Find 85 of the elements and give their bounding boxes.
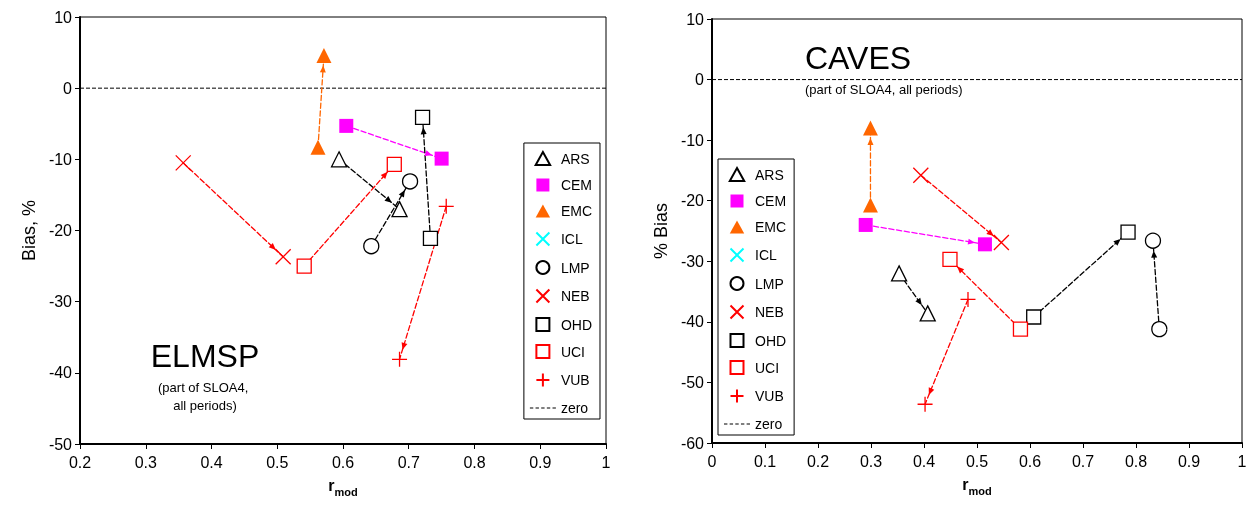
legend-label: LMP	[755, 275, 784, 292]
legend-label: zero	[560, 400, 589, 416]
point	[858, 217, 873, 232]
point	[959, 291, 977, 308]
x-tick-label: 0.3	[134, 453, 157, 471]
x-tick-label: 0.2	[806, 452, 830, 470]
y-tick-label: 10	[54, 8, 73, 26]
legend-label: ARS	[755, 166, 784, 183]
text: ELMSP	[150, 338, 260, 374]
point	[414, 109, 431, 125]
point	[1144, 232, 1162, 249]
legend-label: OHD	[560, 316, 593, 333]
point	[296, 258, 312, 274]
point	[912, 167, 929, 184]
point	[175, 154, 192, 172]
point	[942, 251, 958, 268]
y-tick-label: -30	[680, 252, 705, 270]
y-tick-label: -20	[48, 222, 73, 239]
legend-label: ICL	[755, 247, 777, 263]
legend-label: UCI	[560, 343, 586, 360]
legend-label: zero	[755, 416, 783, 432]
y-tick-label: -10	[48, 150, 73, 168]
legend-label: OHD	[755, 332, 787, 349]
point	[438, 198, 455, 215]
point	[1151, 320, 1168, 338]
legend-label: NEB	[755, 304, 784, 320]
x-tick-label: 0.3	[859, 452, 883, 470]
point	[363, 238, 380, 255]
y-axis-title: % Bias	[650, 202, 671, 260]
legend-label: CEM	[755, 193, 787, 209]
point	[993, 234, 1010, 251]
y-tick-label: 0	[63, 79, 73, 97]
legend-label: CEM	[560, 177, 593, 193]
text: CAVES	[805, 40, 912, 76]
text: (part of SLOA4, all periods)	[158, 379, 252, 413]
legend-label: ARS	[560, 150, 590, 167]
x-tick-label: 1	[1237, 452, 1247, 470]
x-tick-label: 0.5	[266, 453, 289, 471]
y-tick-label: -40	[680, 313, 705, 331]
legend-label: EMC	[755, 219, 787, 235]
x-tick-label: 0.8	[1124, 452, 1148, 470]
point	[1012, 321, 1029, 337]
y-tick-label: -60	[680, 434, 705, 452]
x-tick-label: 0.5	[965, 452, 989, 470]
legend-label: ICL	[560, 231, 583, 247]
point	[1026, 309, 1042, 325]
y-tick-label: 10	[686, 10, 705, 28]
x-tick-label: 0.6	[331, 453, 355, 471]
legend-label: VUB	[755, 388, 784, 404]
x-tick-label: 0.8	[463, 453, 486, 471]
y-tick-label: -20	[680, 192, 705, 210]
x-tick-label: 0.4	[912, 452, 936, 470]
x-tick-label: 0.7	[1071, 452, 1095, 470]
point	[916, 396, 934, 413]
legend-label: EMC	[560, 203, 593, 219]
x-tick-label: 0.1	[753, 452, 777, 470]
y-tick-label: -30	[48, 293, 73, 311]
legend-label: UCI	[755, 359, 780, 376]
x-tick-label: 0.2	[68, 453, 92, 471]
y-tick-label: -10	[680, 131, 705, 149]
x-tick-label: 0.9	[1177, 452, 1201, 470]
point	[339, 118, 354, 133]
point	[275, 248, 292, 265]
y-tick-label: -50	[48, 435, 73, 453]
y-tick-label: -50	[680, 373, 705, 391]
point	[386, 156, 402, 172]
x-tick-label: 0	[707, 452, 717, 470]
y-tick-label: -40	[48, 364, 73, 382]
x-tick-label: 0.9	[529, 453, 552, 471]
y-axis-title: Bias, %	[18, 199, 39, 262]
x-tick-label: 0.4	[200, 453, 223, 471]
point	[401, 173, 419, 190]
text: (part of SLOA4, all periods)	[805, 81, 963, 97]
legend-label: NEB	[560, 288, 590, 304]
legend-label: LMP	[560, 259, 590, 276]
point	[977, 237, 992, 252]
point	[391, 351, 408, 368]
x-tick-label: 0.6	[1018, 452, 1042, 470]
x-tick-label: 1	[601, 453, 611, 471]
point	[422, 230, 439, 246]
point	[1120, 224, 1136, 240]
legend-label: VUB	[560, 372, 590, 388]
point	[434, 151, 449, 166]
x-tick-label: 0.7	[397, 453, 420, 471]
y-tick-label: 0	[695, 71, 705, 89]
